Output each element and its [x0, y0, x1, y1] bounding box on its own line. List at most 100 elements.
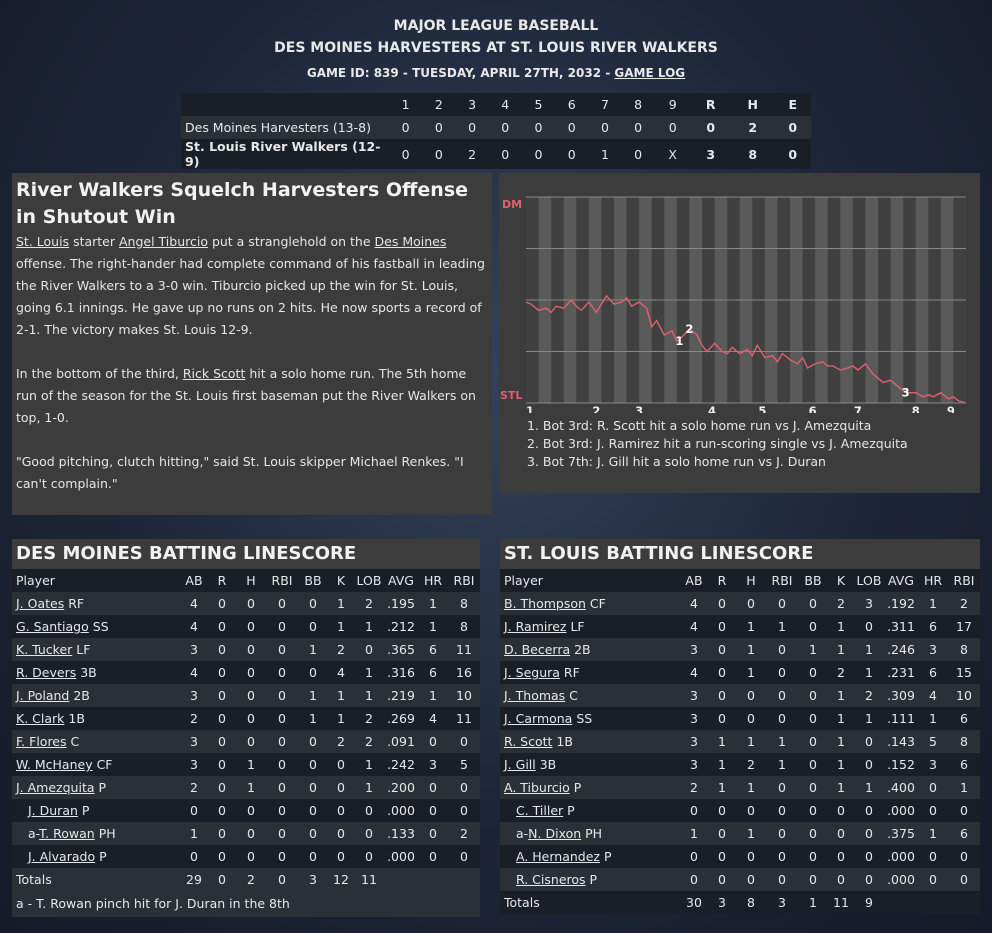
team-link-des-moines[interactable]: Des Moines: [374, 234, 447, 249]
player-cell: G. Santiago SS: [12, 615, 180, 638]
stat-cell: 1: [828, 684, 854, 707]
player-position: RF: [64, 596, 85, 611]
stat-cell: 1: [736, 730, 766, 753]
game-story: River Walkers Squelch Harvesters Offense…: [12, 173, 492, 515]
stat-cell: 0: [854, 822, 884, 845]
home-inning-cell: 0: [422, 139, 456, 169]
home-inning-cell: 1: [588, 139, 622, 169]
player-name-link[interactable]: R. Devers: [16, 665, 77, 680]
story-text: In the bottom of the third,: [16, 366, 183, 381]
batter-row: a-N. Dixon PH 1 0 1 0 0 0 0.375 1 6: [500, 822, 980, 845]
stat-cell: 1: [918, 592, 948, 615]
stat-cell: 0: [266, 707, 298, 730]
stat-cell: 1: [418, 592, 448, 615]
player-name-link[interactable]: J. Ramirez: [504, 619, 567, 634]
player-name-link[interactable]: J. Poland: [16, 688, 70, 703]
batter-row: J. Segura RF 4 0 1 0 0 2 1.231 6 15: [500, 661, 980, 684]
stat-cell: 1: [708, 776, 736, 799]
player-name-link[interactable]: J. Thomas: [504, 688, 566, 703]
column-header: BB: [298, 569, 328, 592]
player-name-link[interactable]: W. McHaney: [16, 757, 93, 772]
stat-cell: 6: [948, 822, 980, 845]
totals-cell: [884, 891, 918, 914]
stat-cell: 0: [236, 822, 266, 845]
stat-cell: .231: [884, 661, 918, 684]
stat-cell: 1: [236, 753, 266, 776]
stat-cell: 0: [766, 868, 798, 891]
player-name-link[interactable]: B. Thompson: [504, 596, 586, 611]
player-cell: a-N. Dixon PH: [500, 822, 680, 845]
stat-cell: 1: [180, 822, 208, 845]
player-cell: K. Clark 1B: [12, 707, 180, 730]
stat-cell: 2: [680, 776, 708, 799]
home-inning-cell: 8: [730, 139, 775, 169]
stat-cell: 0: [798, 753, 828, 776]
player-name-link[interactable]: N. Dixon: [528, 826, 582, 841]
stat-cell: 0: [798, 776, 828, 799]
stat-cell: 0: [298, 615, 328, 638]
player-name-link[interactable]: J. Duran: [28, 803, 78, 818]
stat-cell: .143: [884, 730, 918, 753]
stat-cell: 1: [918, 707, 948, 730]
player-name-link[interactable]: K. Tucker: [16, 642, 73, 657]
player-link-rick-scott[interactable]: Rick Scott: [182, 366, 246, 381]
stat-cell: 0: [708, 638, 736, 661]
player-name-link[interactable]: F. Flores: [16, 734, 67, 749]
stat-cell: 8: [948, 730, 980, 753]
player-name-link[interactable]: R. Scott: [504, 734, 553, 749]
totals-cell: 3: [298, 868, 328, 891]
home-inning-cell: 0: [774, 139, 811, 169]
player-name-link[interactable]: R. Cisneros: [516, 872, 586, 887]
stat-cell: 0: [798, 845, 828, 868]
player-name-link[interactable]: J. Segura: [504, 665, 560, 680]
player-link-tiburcio[interactable]: Angel Tiburcio: [118, 234, 208, 249]
column-header: HR: [918, 569, 948, 592]
column-header: H: [736, 569, 766, 592]
stat-cell: 1: [328, 684, 354, 707]
stat-cell: 1: [736, 615, 766, 638]
inning-header: 2: [422, 93, 456, 116]
game-log-link[interactable]: GAME LOG: [614, 66, 686, 80]
stat-cell: 0: [298, 822, 328, 845]
stat-cell: 0: [298, 776, 328, 799]
team-link-st-louis[interactable]: St. Louis: [16, 234, 70, 249]
player-name-link[interactable]: J. Gill: [504, 757, 536, 772]
player-name-link[interactable]: A. Tiburcio: [504, 780, 570, 795]
stat-cell: .000: [384, 799, 418, 822]
away-inning-cell: 0: [422, 116, 456, 139]
stat-cell: 0: [798, 615, 828, 638]
player-name-link[interactable]: G. Santiago: [16, 619, 89, 634]
stat-cell: 0: [948, 799, 980, 822]
column-header: R: [708, 569, 736, 592]
player-name-link[interactable]: K. Clark: [16, 711, 65, 726]
stat-cell: 0: [266, 730, 298, 753]
player-name-link[interactable]: A. Hernandez: [516, 849, 600, 864]
x-tick-label: 4: [708, 404, 716, 413]
stat-cell: 0: [828, 799, 854, 822]
stat-cell: 4: [680, 615, 708, 638]
player-name-link[interactable]: J. Amezquita: [16, 780, 95, 795]
player-position: C: [565, 688, 578, 703]
home-team-name: St. Louis River Walkers (12-9): [181, 139, 389, 169]
player-cell: R. Scott 1B: [500, 730, 680, 753]
stat-cell: 2: [828, 661, 854, 684]
stat-cell: 0: [266, 845, 298, 868]
totals-row: Totals 30 3 8 3 1 11 9: [500, 891, 980, 914]
player-name-link[interactable]: C. Tiller: [516, 803, 564, 818]
inning-header: 3: [455, 93, 489, 116]
league-title: MAJOR LEAGUE BASEBALL: [393, 18, 599, 34]
home-inning-cell: 0: [389, 139, 423, 169]
stat-cell: 0: [298, 730, 328, 753]
stat-cell: 0: [918, 868, 948, 891]
player-position: 2B: [570, 642, 591, 657]
stat-cell: 6: [948, 753, 980, 776]
player-name-link[interactable]: J. Oates: [16, 596, 65, 611]
player-name-link[interactable]: T. Rowan: [39, 826, 95, 841]
away-inning-cell: 0: [774, 116, 811, 139]
player-name-link[interactable]: D. Becerra: [504, 642, 571, 657]
stat-cell: 0: [854, 615, 884, 638]
stat-cell: 0: [298, 799, 328, 822]
player-name-link[interactable]: J. Alvarado: [28, 849, 96, 864]
player-name-link[interactable]: J. Carmona: [504, 711, 573, 726]
batter-row: A. Hernandez P 0 0 0 0 0 0 0.000 0 0: [500, 845, 980, 868]
